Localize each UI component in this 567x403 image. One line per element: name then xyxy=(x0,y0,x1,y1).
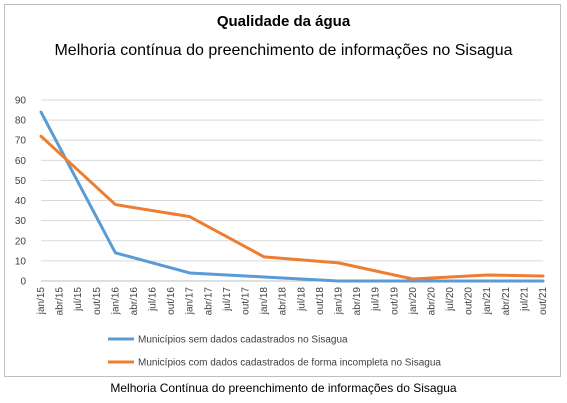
chart-frame: Qualidade da água Melhoria contínua do p… xyxy=(4,4,561,377)
figure-caption: Melhoria Contínua do preenchimento de in… xyxy=(110,381,457,395)
x-tick-label: jan/15 xyxy=(36,287,47,316)
y-tick-label: 80 xyxy=(15,116,27,127)
x-tick-label: jan/17 xyxy=(185,287,196,316)
legend-label-2: Municípios com dados cadastrados de form… xyxy=(138,358,441,369)
x-tick-label: jul/16 xyxy=(148,287,159,312)
x-tick-label: jul/17 xyxy=(222,287,233,312)
y-tick-label: 90 xyxy=(15,96,27,107)
gridlines xyxy=(41,99,543,282)
x-tick-label: jan/21 xyxy=(482,287,493,316)
x-tick-label: out/20 xyxy=(464,287,475,315)
x-tick-label: out/19 xyxy=(389,287,400,315)
series-line-1 xyxy=(39,110,545,283)
x-tick-label: abr/21 xyxy=(501,287,512,316)
y-tick-label: 20 xyxy=(15,236,27,247)
x-tick-label: abr/16 xyxy=(129,287,140,316)
x-tick-label: out/17 xyxy=(241,287,252,315)
series-line-2 xyxy=(39,134,545,281)
x-tick-label: out/21 xyxy=(538,287,549,315)
y-tick-label: 30 xyxy=(15,216,27,227)
chart-subtitle: Melhoria contínua do preenchimento de in… xyxy=(54,42,513,59)
x-tick-label: jul/18 xyxy=(296,287,307,312)
x-tick-label: jan/18 xyxy=(259,287,270,316)
y-axis: 0 10 20 30 40 50 60 70 80 90 xyxy=(15,96,27,288)
x-tick-label: jul/19 xyxy=(371,287,382,312)
chart-title: Qualidade da água xyxy=(216,13,351,30)
legend-label-1: Municípios sem dados cadastrados no Sisa… xyxy=(138,335,348,346)
y-tick-label: 0 xyxy=(20,277,26,288)
x-tick-label: jul/21 xyxy=(519,287,530,312)
x-tick-label: abr/17 xyxy=(203,287,214,316)
x-tick-label: jul/15 xyxy=(73,287,84,312)
x-tick-label: jan/20 xyxy=(408,287,419,316)
x-tick-label: abr/18 xyxy=(278,287,289,316)
x-tick-label: jan/16 xyxy=(110,287,121,316)
x-tick-label: out/18 xyxy=(315,287,326,315)
x-tick-label: jan/19 xyxy=(333,287,344,316)
x-tick-label: abr/15 xyxy=(55,287,66,316)
x-tick-label: out/16 xyxy=(166,287,177,315)
legend: Municípios sem dados cadastrados no Sisa… xyxy=(108,335,441,369)
x-tick-label: jul/20 xyxy=(445,287,456,312)
series-lines xyxy=(39,110,545,283)
y-tick-label: 60 xyxy=(15,156,27,167)
y-tick-label: 40 xyxy=(15,196,27,207)
x-tick-label: abr/19 xyxy=(352,287,363,316)
y-tick-label: 70 xyxy=(15,136,27,147)
x-tick-label: abr/20 xyxy=(426,287,437,316)
x-axis: jan/15 abr/15 jul/15 out/15 jan/16 abr/16 jul/… xyxy=(36,287,549,316)
x-tick-label: out/15 xyxy=(92,287,103,315)
y-tick-label: 50 xyxy=(15,176,27,187)
y-tick-label: 10 xyxy=(15,256,27,267)
